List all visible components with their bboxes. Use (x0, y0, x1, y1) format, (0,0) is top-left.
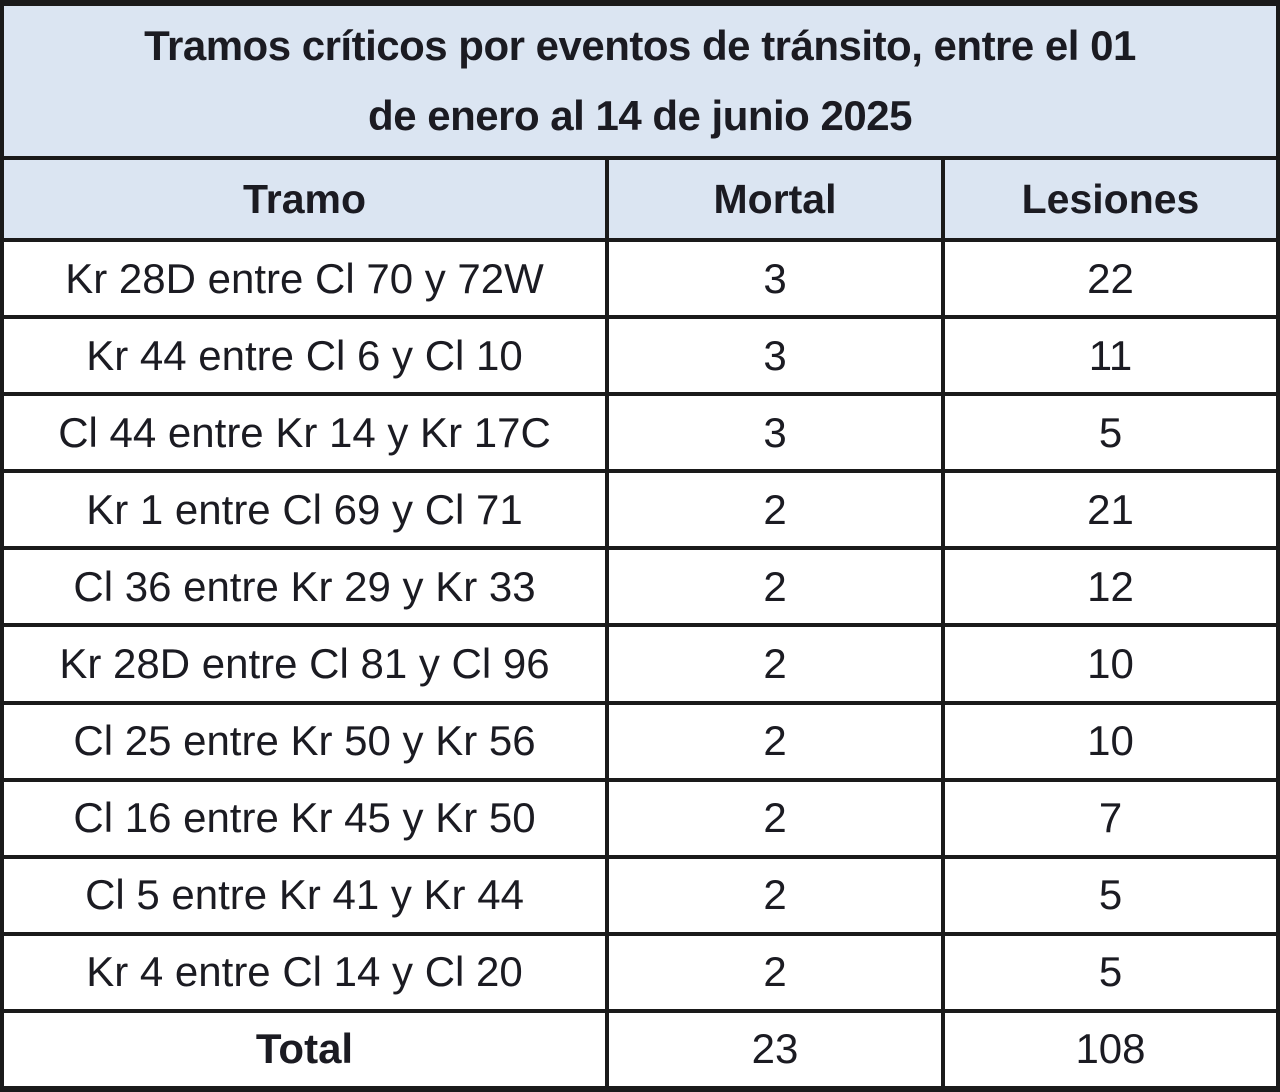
tramo-cell: Cl 36 entre Kr 29 y Kr 33 (73, 562, 536, 610)
lesiones-cell: 5 (941, 935, 1276, 1009)
table-row: Kr 4 entre Cl 14 y Cl 20 2 5 (4, 935, 1276, 1013)
table-row: Kr 28D entre Cl 70 y 72W 3 22 (4, 242, 1276, 320)
tramo-cell: Kr 28D entre Cl 70 y 72W (65, 254, 544, 302)
lesiones-cell: 21 (941, 473, 1276, 547)
mortal-cell: 3 (605, 242, 941, 316)
table-row: Cl 36 entre Kr 29 y Kr 33 2 12 (4, 550, 1276, 628)
table-title-line-1: Tramos críticos por eventos de tránsito,… (144, 22, 1136, 69)
mortal-cell: 2 (605, 704, 941, 778)
total-row: Total 23 108 (4, 1012, 1276, 1087)
table-header-row: Tramo Mortal Lesiones (4, 160, 1276, 242)
table-row: Cl 44 entre Kr 14 y Kr 17C 3 5 (4, 396, 1276, 474)
mortal-cell: 2 (605, 473, 941, 547)
total-lesiones-value: 108 (941, 1012, 1276, 1087)
total-label: Total (255, 1025, 354, 1073)
mortal-cell: 3 (605, 396, 941, 470)
mortal-cell: 2 (605, 858, 941, 932)
tramo-cell: Cl 25 entre Kr 50 y Kr 56 (73, 717, 536, 765)
table-body: Kr 28D entre Cl 70 y 72W 3 22 Kr 44 entr… (4, 242, 1276, 1087)
lesiones-cell: 5 (941, 396, 1276, 470)
tramo-cell: Cl 16 entre Kr 45 y Kr 50 (73, 794, 536, 842)
table-row: Kr 1 entre Cl 69 y Cl 71 2 21 (4, 473, 1276, 551)
tramo-cell: Cl 44 entre Kr 14 y Kr 17C (58, 408, 551, 456)
mortal-cell: 2 (605, 627, 941, 701)
column-header-tramo: Tramo (242, 175, 367, 222)
mortal-cell: 2 (605, 935, 941, 1009)
lesiones-cell: 22 (941, 242, 1276, 316)
mortal-cell: 2 (605, 550, 941, 624)
mortal-cell: 2 (605, 781, 941, 855)
table-row: Cl 16 entre Kr 45 y Kr 50 2 7 (4, 781, 1276, 859)
table-row: Kr 44 entre Cl 6 y Cl 10 3 11 (4, 319, 1276, 397)
tramo-cell: Kr 44 entre Cl 6 y Cl 10 (86, 331, 523, 379)
lesiones-cell: 11 (941, 319, 1276, 393)
table-row: Cl 5 entre Kr 41 y Kr 44 2 5 (4, 858, 1276, 936)
tramo-cell: Kr 1 entre Cl 69 y Cl 71 (86, 485, 523, 533)
lesiones-cell: 10 (941, 704, 1276, 778)
table-row: Kr 28D entre Cl 81 y Cl 96 2 10 (4, 627, 1276, 705)
lesiones-cell: 7 (941, 781, 1276, 855)
tramo-cell: Kr 4 entre Cl 14 y Cl 20 (86, 948, 523, 996)
table-title: Tramos críticos por eventos de tránsito,… (4, 6, 1276, 160)
mortal-cell: 3 (605, 319, 941, 393)
column-header-mortal: Mortal (605, 160, 941, 238)
tramo-cell: Kr 28D entre Cl 81 y Cl 96 (59, 640, 550, 688)
lesiones-cell: 12 (941, 550, 1276, 624)
tramo-cell: Cl 5 entre Kr 41 y Kr 44 (85, 871, 524, 919)
lesiones-cell: 10 (941, 627, 1276, 701)
total-mortal-value: 23 (605, 1012, 941, 1087)
lesiones-cell: 5 (941, 858, 1276, 932)
table-row: Cl 25 entre Kr 50 y Kr 56 2 10 (4, 704, 1276, 782)
column-header-lesiones: Lesiones (941, 160, 1276, 238)
table-title-line-2: de enero al 14 de junio 2025 (368, 92, 912, 139)
